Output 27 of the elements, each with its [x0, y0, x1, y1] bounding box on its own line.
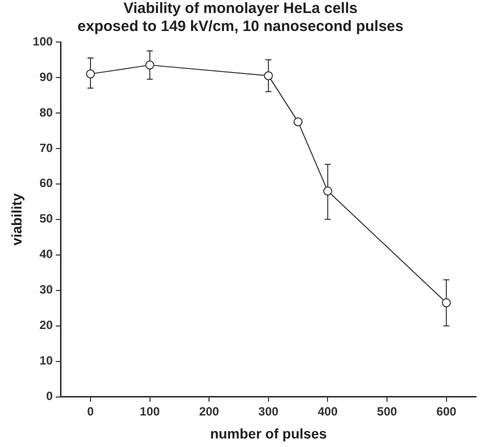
x-tick-label: 500 — [377, 404, 398, 418]
x-tick-label: 600 — [436, 404, 457, 418]
point — [323, 186, 332, 196]
x-tick-label: 200 — [199, 404, 220, 418]
y-tick-label: 20 — [39, 318, 54, 332]
point — [145, 60, 154, 70]
y-tick-label: 40 — [39, 247, 54, 262]
y-tick-label: 30 — [39, 282, 54, 297]
point — [264, 71, 273, 80]
y-tick-label: 70 — [39, 140, 54, 155]
point — [86, 69, 95, 78]
x-tick-label: 100 — [140, 404, 160, 418]
y-tick-label: 50 — [39, 212, 54, 226]
y-tick-label: 10 — [39, 354, 54, 368]
y-axis-title: viability — [8, 193, 24, 246]
x-axis-title: number of pulses — [210, 425, 327, 442]
point — [294, 117, 303, 126]
y-tick-label: 90 — [39, 70, 54, 84]
x-tick-label: 400 — [318, 404, 338, 418]
point — [442, 298, 451, 308]
y-tick-label: 60 — [39, 176, 54, 190]
y-tick-label: 80 — [39, 105, 54, 120]
x-tick-label: 300 — [258, 404, 279, 418]
chart-title: Viability of monolayer HeLa cells exposed to 149 kV/cm, 10 nanosecond pulses — [78, 0, 404, 36]
x-tick-label: 0 — [87, 404, 94, 418]
y-tick-label: 0 — [46, 389, 54, 404]
y-tick-label: 100 — [32, 34, 54, 48]
